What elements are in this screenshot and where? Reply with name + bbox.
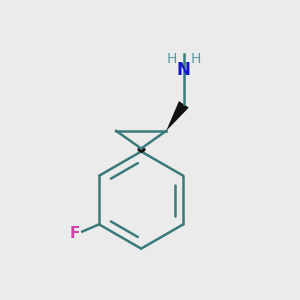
- Polygon shape: [166, 101, 189, 131]
- Text: F: F: [70, 226, 80, 242]
- Text: H: H: [167, 52, 177, 66]
- Text: N: N: [177, 61, 191, 80]
- Text: H: H: [190, 52, 201, 66]
